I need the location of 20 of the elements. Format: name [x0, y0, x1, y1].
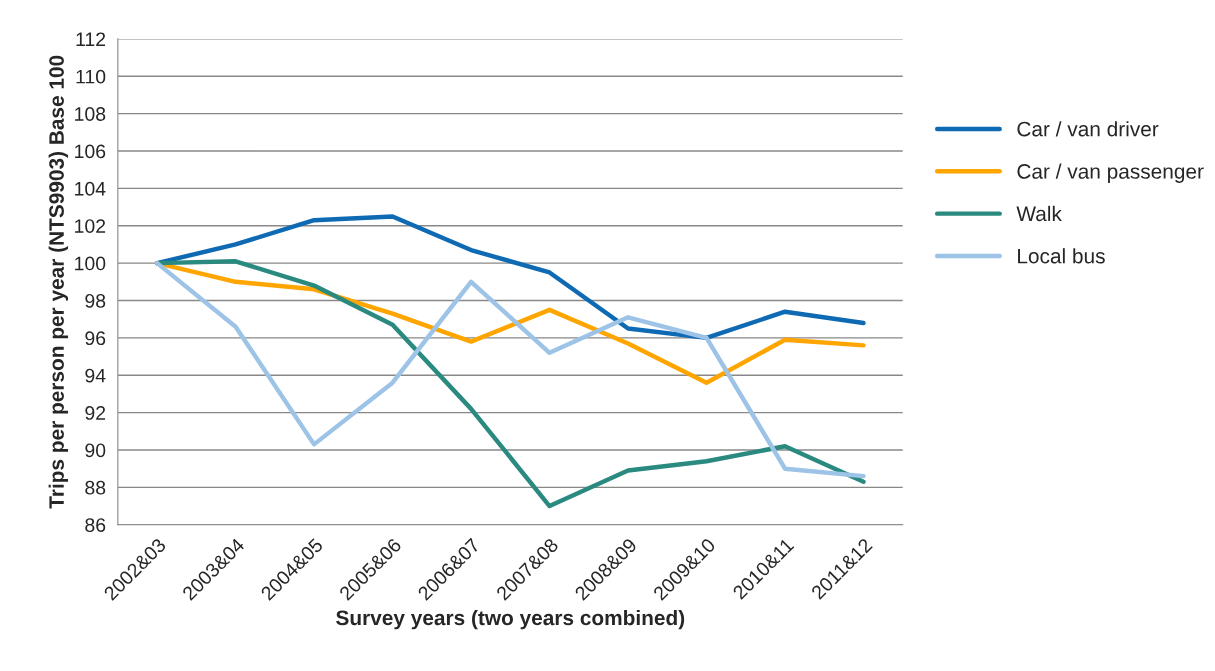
x-axis-title: Survey years (two years combined) — [336, 609, 685, 630]
legend-label: Walk — [1016, 205, 1062, 222]
y-tick-label: 92 — [85, 406, 106, 420]
y-tick-label: 104 — [75, 181, 106, 196]
y-axis-title: Trips per person per year (NTS9903) Base 100 — [48, 55, 69, 509]
y-tick-label: 110 — [76, 69, 106, 84]
legend-label: Car / van driver — [1017, 121, 1159, 137]
legend-label: Car / van passenger — [1017, 163, 1204, 183]
y-tick-label: 100 — [75, 256, 106, 271]
y-tick-label: 86 — [85, 518, 106, 532]
y-tick-label: 102 — [75, 219, 106, 233]
y-tick-label: 88 — [85, 480, 106, 495]
y-tick-label: 96 — [85, 331, 106, 346]
y-tick-label: 94 — [85, 368, 106, 383]
y-tick-label: 98 — [85, 293, 106, 308]
y-tick-label: 106 — [75, 144, 106, 159]
y-tick-label: 112 — [76, 32, 106, 46]
y-tick-label: 90 — [85, 443, 106, 458]
y-tick-label: 108 — [75, 107, 106, 121]
legend-label: Local bus — [1018, 248, 1105, 264]
